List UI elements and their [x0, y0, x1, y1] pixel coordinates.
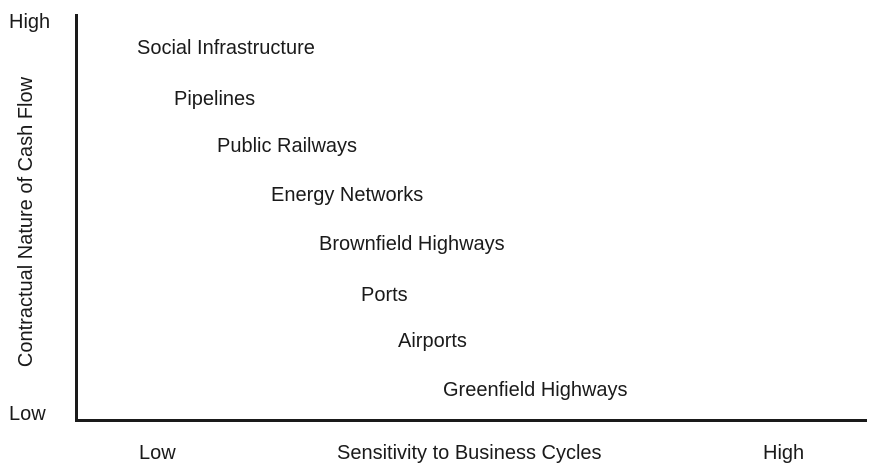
sector-label-brownfield-highways: Brownfield Highways: [319, 233, 505, 255]
sector-label-public-railways: Public Railways: [217, 135, 358, 157]
sector-label-airports: Airports: [398, 330, 467, 352]
y-axis-line: [75, 14, 78, 422]
x-axis-high-label: High: [763, 442, 805, 464]
y-axis-high-label: High: [9, 11, 51, 33]
x-axis-low-label: Low: [139, 442, 176, 464]
sector-label-greenfield-highways: Greenfield Highways: [443, 379, 628, 401]
y-axis-low-label: Low: [9, 403, 46, 425]
sector-label-ports: Ports: [361, 284, 408, 306]
y-axis-title: Contractual Nature of Cash Flow: [15, 76, 37, 368]
sector-label-social-infrastructure: Social Infrastructure: [137, 37, 315, 59]
x-axis-line: [75, 419, 867, 422]
sector-label-pipelines: Pipelines: [174, 88, 256, 110]
sector-label-energy-networks: Energy Networks: [271, 184, 424, 206]
x-axis-title: Sensitivity to Business Cycles: [337, 442, 602, 464]
